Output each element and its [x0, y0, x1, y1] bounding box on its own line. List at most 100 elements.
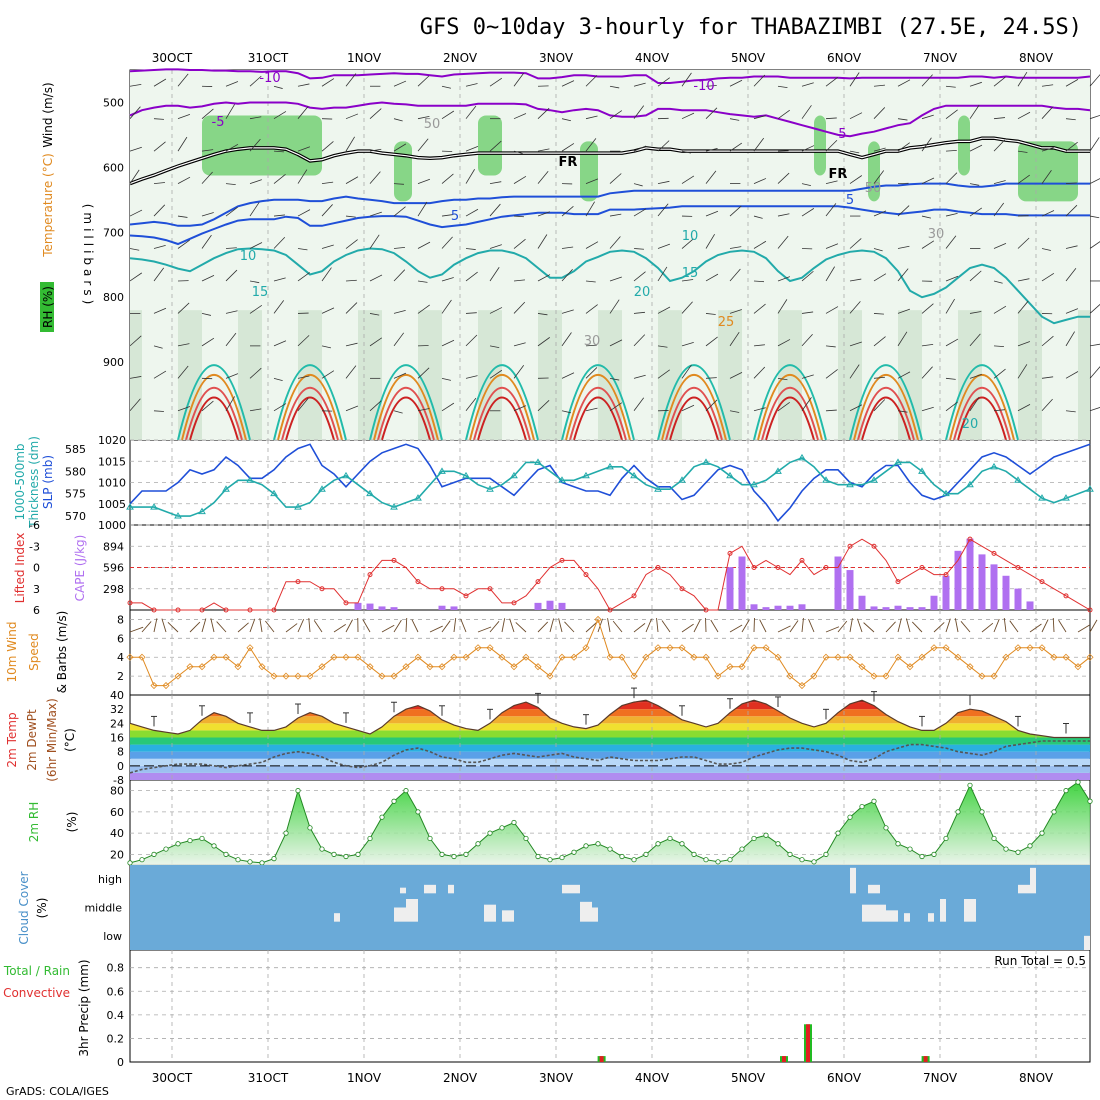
cloud-block [928, 913, 934, 922]
wind-barb [945, 338, 959, 347]
wind-barb [465, 83, 478, 87]
li-marker [1087, 607, 1093, 613]
rh-area [130, 782, 1090, 865]
wind-barb [585, 304, 598, 314]
wind-barb [513, 301, 526, 314]
wind-barb [801, 311, 814, 314]
wind-barb [681, 72, 692, 87]
wind-barb [201, 108, 214, 119]
wind-barb [561, 80, 575, 87]
wind-speed-line [130, 617, 1091, 687]
wind-speed-marker [570, 653, 578, 661]
ylabel-precip: 3hr Precip (mm) [77, 959, 91, 1056]
precip-tick-label: 0.6 [107, 985, 125, 998]
wind-speed-marker [546, 672, 554, 680]
wind-barb-10m [558, 618, 563, 633]
rh-marker [1063, 788, 1069, 794]
date-label-top: 7NOV [923, 51, 958, 65]
li-marker [799, 557, 805, 563]
wind-barb-10m [633, 623, 646, 633]
thickness-marker [750, 480, 758, 488]
rh-marker [667, 835, 673, 842]
rh-band [538, 310, 550, 440]
contour-label: 5 [846, 193, 854, 208]
wind-barb [345, 136, 355, 152]
wind-barb [633, 271, 646, 282]
precip-bar-convective [599, 1056, 604, 1062]
wind-barb [297, 106, 309, 119]
temp-tick-label: 0 [117, 760, 124, 773]
rh-marker [139, 857, 145, 863]
wind-barb-10m [607, 618, 611, 633]
wind-barb [1089, 114, 1100, 120]
wind-barb [273, 403, 287, 412]
wind-barb [393, 309, 406, 314]
wind-barb [873, 376, 886, 379]
contour-label: 20 [634, 285, 651, 300]
wind-barb [201, 313, 212, 316]
precip-tick-label: 0 [117, 1056, 124, 1069]
warm-core-contour [377, 387, 435, 441]
wind-barb [585, 115, 598, 120]
wind-barb [1065, 79, 1079, 87]
thickness-marker [318, 485, 326, 492]
thickness-marker [678, 476, 686, 483]
wind-barb-10m [564, 621, 575, 633]
li-marker [367, 572, 373, 578]
wind-barb [681, 341, 694, 347]
cloud-block [406, 899, 418, 922]
wind-barb [441, 277, 454, 282]
wind-barb-10m [661, 620, 671, 633]
wind-barb [345, 113, 359, 120]
li-marker [223, 607, 229, 613]
thickness-marker [462, 471, 470, 479]
wind-speed-marker [858, 663, 866, 671]
wind-speed-marker [222, 653, 230, 661]
wind-tick-label: 8 [117, 613, 124, 626]
wind-barb-10m [905, 618, 911, 633]
date-label-bottom: 2NOV [443, 1071, 478, 1085]
precip-bar-convective [782, 1056, 786, 1062]
date-label-bottom: 5NOV [731, 1071, 766, 1085]
wind-barb [777, 235, 789, 249]
wind-barb [1041, 84, 1054, 87]
rh-marker [379, 814, 385, 820]
wind-barb [393, 80, 407, 87]
cloud-block [592, 907, 598, 922]
wind-barb [153, 245, 166, 249]
wind-barb [537, 313, 548, 316]
wind-barb [1065, 371, 1079, 379]
wind-speed-marker [1026, 644, 1034, 652]
thickness-marker [486, 485, 494, 492]
wind-barb [1089, 137, 1100, 152]
wind-barb [801, 333, 813, 347]
wind-speed-marker [810, 672, 818, 680]
wind-barb [225, 269, 238, 282]
wind-speed-marker [210, 653, 218, 661]
wind-barb [153, 267, 165, 282]
wind-barb [633, 145, 647, 152]
wind-barb-10m [460, 618, 467, 633]
wind-barb [321, 244, 334, 249]
wind-barb [345, 279, 357, 282]
wind-barb [1089, 366, 1100, 379]
wind-speed-marker [654, 644, 662, 652]
wind-speed-marker [966, 663, 974, 671]
warm-core-contour [957, 396, 1007, 441]
wind-barb [249, 242, 263, 249]
wind-barb [129, 272, 143, 282]
rh-marker [199, 835, 205, 842]
li-marker [175, 607, 181, 613]
wind-barb [1065, 268, 1077, 282]
wind-speed-marker [438, 663, 446, 671]
wind-barb [321, 370, 335, 379]
wind-barb [825, 306, 839, 314]
li-marker [1063, 593, 1069, 599]
warm-core-contour [849, 364, 923, 441]
wind-barb [225, 206, 238, 217]
cape-bar [558, 602, 566, 610]
rh-marker [835, 830, 841, 836]
wind-barb [825, 345, 836, 348]
wind-barb-10m [1058, 619, 1067, 633]
wind-barb-10m [489, 620, 500, 633]
